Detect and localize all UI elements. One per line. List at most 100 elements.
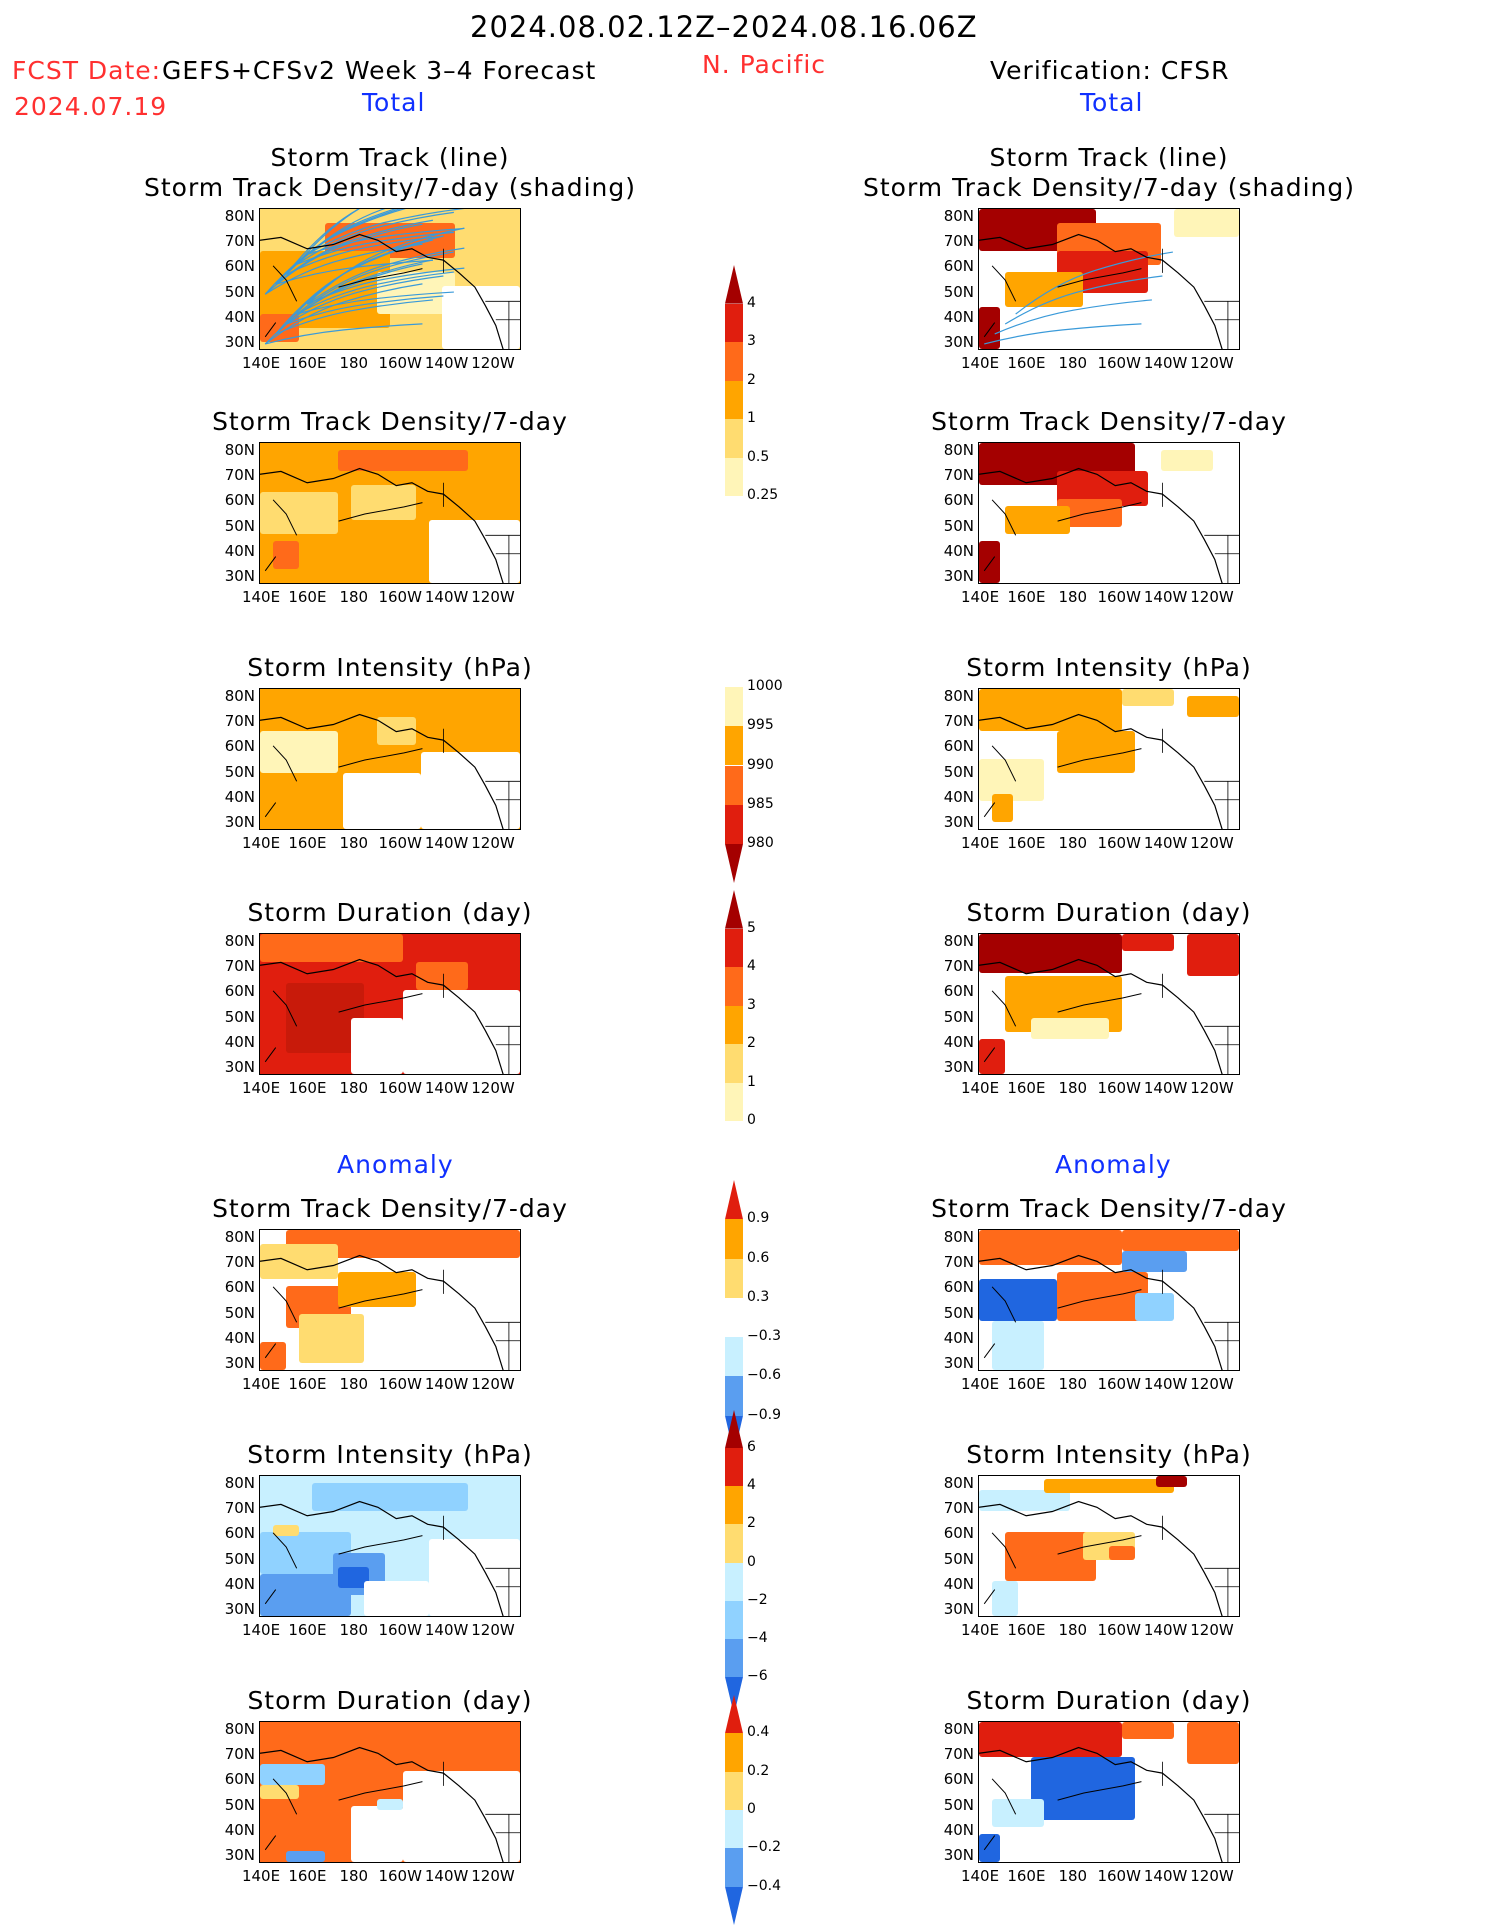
shading-region	[260, 731, 338, 773]
colorbar-segment	[725, 1886, 743, 1925]
colorbar-tick-label: 0.2	[747, 1762, 770, 1779]
colorbar-tick-label: 3	[747, 333, 756, 350]
coastline-detail	[983, 745, 1142, 818]
lat-tick-label: 60N	[224, 1770, 255, 1789]
colorbar-segment	[725, 1810, 743, 1849]
colorbar-tick-label: 0.6	[747, 1249, 770, 1266]
lon-tick-label: 160W	[1097, 588, 1141, 606]
coastline-overlay	[979, 233, 1239, 349]
lat-tick-label: 30N	[224, 1354, 255, 1372]
political-boundary	[443, 1761, 520, 1862]
storm-track-line	[306, 247, 465, 305]
colorbar-segment	[725, 1448, 743, 1487]
lat-tick-label: 80N	[943, 441, 974, 459]
lon-tick-label: 140E	[960, 1079, 1000, 1097]
lat-tick-label: 40N	[224, 1328, 255, 1347]
verification-label: Verification: CFSR	[990, 56, 1230, 85]
shading-region	[1187, 696, 1239, 717]
colorbar-tick-label: 995	[747, 717, 774, 734]
storm-track-line	[306, 209, 386, 255]
lat-tick-label: 50N	[224, 1007, 255, 1026]
storm-track-line	[264, 243, 423, 295]
shading-region	[1122, 1722, 1174, 1739]
lon-tick-label: 140E	[241, 1621, 281, 1639]
lon-tick-label: 180	[339, 834, 369, 852]
coastline-detail	[264, 499, 423, 572]
coastline-overlay	[260, 958, 520, 1074]
lon-tick-label: 140W	[424, 834, 469, 852]
lon-tick-label: 140E	[241, 1079, 281, 1097]
colorbar-segment	[725, 843, 743, 883]
lat-tick-label: 40N	[943, 1820, 974, 1839]
colorbar-segment	[725, 648, 743, 688]
lon-tick-label: 180	[1058, 1621, 1088, 1639]
lat-tick-label: 30N	[943, 567, 974, 585]
lon-tick-label: 180	[339, 354, 369, 372]
shading-region	[273, 1525, 299, 1537]
shading-region	[1122, 1230, 1239, 1251]
coastline-detail	[983, 1778, 1142, 1851]
lon-tick-label: 120W	[471, 1079, 515, 1097]
panel-title-duration: Storm Duration (day)	[966, 898, 1252, 927]
colorbar-segment	[725, 265, 743, 304]
coastline-overlay	[260, 467, 520, 583]
political-boundary	[443, 1269, 520, 1370]
shading-region	[343, 773, 422, 829]
lat-tick-label: 40N	[943, 307, 974, 326]
political-boundary	[1162, 1269, 1239, 1370]
lat-tick-label: 50N	[224, 1303, 255, 1322]
colorbar-tick-label: −4	[747, 1629, 768, 1646]
section-anomaly-right: Anomaly	[1055, 1150, 1172, 1179]
lon-tick-label: 140E	[960, 834, 1000, 852]
coastline-detail	[264, 265, 423, 338]
storm-track-line	[306, 267, 465, 305]
shading-region	[260, 492, 338, 534]
map-panel	[978, 688, 1240, 830]
storm-track-line	[296, 251, 454, 315]
coastline-detail	[983, 499, 1142, 572]
storm-track-line	[296, 291, 454, 315]
colorbar-duration-total	[725, 890, 743, 1160]
coastline-overlay	[260, 209, 520, 349]
coastline-overlay	[979, 1500, 1239, 1616]
lon-tick-label: 160E	[288, 1621, 327, 1639]
colorbar-tick-label: 3	[747, 996, 756, 1013]
lon-tick-label: 120W	[471, 354, 515, 372]
coastline-overlay	[260, 1746, 520, 1862]
shading-region	[286, 1850, 325, 1862]
colorbar-density-total	[725, 265, 743, 535]
shading-region	[364, 1581, 429, 1616]
lon-tick-label: 160W	[378, 1621, 422, 1639]
shading-region	[442, 286, 520, 349]
colorbar-tick-label: 0	[747, 1553, 756, 1570]
panel-title-density: Storm Track Density/7-day	[931, 1194, 1287, 1223]
colorbar-tick-label: −6	[747, 1667, 768, 1684]
lon-tick-label: 180	[1058, 588, 1088, 606]
storm-track-line	[994, 299, 1152, 335]
lat-tick-label: 40N	[943, 1328, 974, 1347]
lon-tick-label: 140W	[1143, 1375, 1188, 1393]
colorbar-tick-label: −2	[747, 1591, 768, 1608]
colorbar-tick-label: 6	[747, 1439, 756, 1456]
lat-tick-label: 60N	[943, 1278, 974, 1297]
lat-tick-label: 80N	[943, 1228, 974, 1246]
panel-title-intensity: Storm Intensity (hPa)	[247, 1440, 533, 1469]
storm-track-line	[264, 209, 406, 295]
colorbar-tick-label: 4	[747, 958, 756, 975]
shading-region	[260, 1244, 338, 1279]
coastline-detail	[983, 1532, 1142, 1605]
shading-region	[1161, 450, 1213, 471]
colorbar-segment	[725, 1695, 743, 1734]
shading-region	[992, 1581, 1018, 1616]
lat-tick-label: 30N	[943, 813, 974, 831]
coastline-overlay	[979, 958, 1239, 1074]
panel-title-duration: Storm Duration (day)	[966, 1686, 1252, 1715]
lat-tick-label: 40N	[224, 787, 255, 806]
map-panel	[259, 688, 521, 830]
colorbar-segment	[725, 303, 743, 343]
colorbar-segment	[725, 1297, 743, 1338]
shading-region	[351, 1806, 403, 1862]
panel-title-density: Storm Track Density/7-day	[931, 407, 1287, 436]
shading-region	[979, 1039, 1005, 1074]
panel-title-intensity: Storm Intensity (hPa)	[247, 653, 533, 682]
